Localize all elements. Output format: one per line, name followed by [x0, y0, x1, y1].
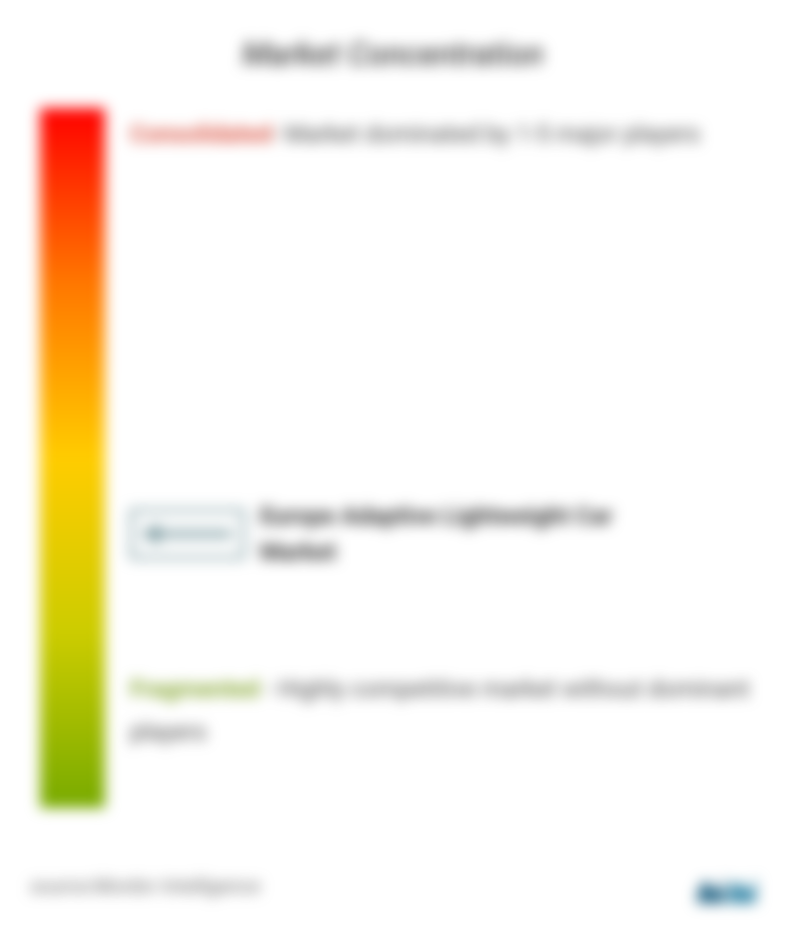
footer: source:Mordor Intelligence: [30, 868, 756, 903]
labels-area: Consolidated- Market dominated by 1-5 ma…: [130, 108, 756, 808]
logo-wave-2: [728, 868, 756, 903]
market-name: Europe Adaptive Lightweight Car Market: [260, 498, 680, 570]
logo-wave-1: [697, 868, 725, 903]
main-container: Market Concentration Consolidated- Marke…: [0, 0, 786, 933]
source-attribution: source:Mordor Intelligence: [30, 874, 260, 898]
fragmented-label: Fragmented - Highly competitive market w…: [130, 668, 756, 754]
market-indicator: Europe Adaptive Lightweight Car Market: [130, 498, 680, 570]
fragmented-highlight: Fragmented: [130, 675, 259, 703]
arrow-indicator-icon: [130, 509, 245, 559]
chart-title: Market Concentration: [30, 35, 756, 73]
consolidated-label: Consolidated- Market dominated by 1-5 ma…: [130, 113, 700, 156]
consolidated-highlight: Consolidated: [130, 120, 272, 148]
consolidated-description: - Market dominated by 1-5 major players: [272, 120, 700, 148]
mordor-logo-icon: [697, 868, 756, 903]
concentration-gradient-bar: [40, 108, 105, 808]
content-area: Consolidated- Market dominated by 1-5 ma…: [30, 108, 756, 828]
